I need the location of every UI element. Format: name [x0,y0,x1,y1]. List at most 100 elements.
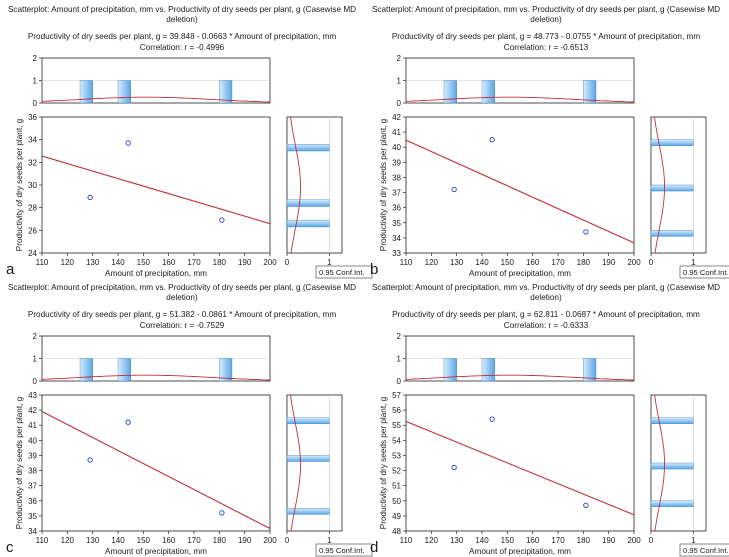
x-tick-label: 200 [627,258,641,267]
y-tick-label: 35 [28,512,37,521]
x-tick-label: 190 [238,258,252,267]
y-tick-label: 36 [392,204,401,213]
y-tick-label: 38 [392,173,401,182]
x-tick-label: 160 [526,536,540,545]
chart-panel-c: Scatterplot: Amount of precipitation, mm… [6,283,373,557]
x-tick-label: 110 [36,536,49,545]
x-tick-label: 150 [501,536,515,545]
side-histogram-bar [286,199,330,207]
y-axis-label: Productivity of dry seeds per plant, g [15,396,24,529]
y-tick-label: 37 [28,482,37,491]
y-tick-label: 48 [392,527,401,536]
x-tick-label: 150 [501,258,515,267]
x-axis-label: Amount of precipitation, mm [469,269,571,278]
x-tick-label: 130 [86,536,100,545]
top-histogram-tick-label: 1 [33,355,38,364]
x-tick-label: 140 [475,536,489,545]
y-tick-label: 52 [392,467,401,476]
data-point [489,416,495,422]
x-tick-label: 150 [137,258,151,267]
y-tick-label: 32 [28,158,37,167]
data-point [583,229,589,235]
top-histogram-bar [117,80,131,104]
panel-letter: a [6,261,15,278]
y-tick-label: 35 [392,219,401,228]
x-tick-label: 160 [162,536,176,545]
x-tick-label: 150 [137,536,151,545]
chart-panel-d: Scatterplot: Amount of precipitation, mm… [370,283,729,557]
data-point [219,217,225,223]
side-histogram-tick-label: 1 [691,536,696,545]
side-histogram-density-curve [290,116,301,254]
y-axis-label: Productivity of dry seeds per plant, g [15,118,24,251]
side-histogram-bar [650,500,694,508]
confidence-legend-label: 0.95 Conf.Int. [683,546,729,555]
y-tick-label: 39 [28,451,37,460]
top-histogram-bar [481,358,495,382]
side-histogram-bar [650,417,694,424]
x-tick-label: 120 [425,536,439,545]
y-tick-label: 57 [392,391,401,400]
x-tick-label: 110 [400,258,413,267]
chart-title-line-2: deletion) [166,293,198,302]
x-tick-label: 180 [577,258,591,267]
x-tick-label: 140 [111,536,125,545]
top-histogram-bar [219,358,233,382]
top-histogram-density-curve [41,374,271,381]
regression-equation: Productivity of dry seeds per plant, g =… [392,310,700,319]
y-tick-label: 40 [28,436,37,445]
top-histogram-tick-label: 1 [397,77,402,86]
confidence-legend-label: 0.95 Conf.Int. [683,268,729,277]
regression-line [42,155,270,225]
y-tick-label: 36 [28,497,37,506]
panel-letter: c [6,539,14,556]
top-histogram-tick-label: 0 [397,99,402,108]
top-histogram-tick-label: 2 [397,332,402,341]
x-tick-label: 170 [187,536,201,545]
x-tick-label: 110 [36,258,49,267]
top-histogram-bar [443,358,457,382]
y-tick-label: 42 [392,113,401,122]
x-axis-label: Amount of precipitation, mm [469,547,571,556]
chart-title-line-1: Scatterplot: Amount of precipitation, mm… [372,283,720,292]
side-histogram-bar [286,417,330,424]
x-tick-label: 180 [577,536,591,545]
y-tick-label: 50 [392,497,401,506]
x-tick-label: 130 [450,258,464,267]
y-tick-label: 39 [392,158,401,167]
x-axis-label: Amount of precipitation, mm [105,547,207,556]
y-tick-label: 41 [28,421,37,430]
scatter-plot-frame [41,116,271,254]
x-tick-label: 180 [213,536,227,545]
data-point [451,186,457,193]
panel-letter: d [370,539,378,556]
side-histogram-bar [286,455,330,462]
y-tick-label: 36 [28,113,37,122]
y-tick-label: 56 [392,406,401,415]
scatter-plot-frame [405,116,635,254]
confidence-legend-label: 0.95 Conf.Int. [319,546,365,555]
scatter-plot-frame [41,394,271,532]
y-tick-label: 40 [392,143,401,152]
y-tick-label: 34 [392,234,401,243]
data-point [219,510,225,516]
side-histogram-bar [650,230,694,237]
y-tick-label: 55 [392,421,401,430]
regression-line [406,420,634,516]
top-histogram-tick-label: 2 [397,54,402,63]
regression-equation: Productivity of dry seeds per plant, g =… [28,32,337,41]
x-tick-label: 120 [61,258,75,267]
side-histogram-tick-label: 0 [649,536,654,545]
x-tick-label: 170 [551,258,565,267]
y-tick-label: 41 [392,128,401,137]
confidence-legend-box [679,543,729,557]
x-tick-label: 120 [61,536,75,545]
x-tick-label: 140 [475,258,489,267]
x-tick-label: 130 [450,536,464,545]
chart-title-line-1: Scatterplot: Amount of precipitation, mm… [8,5,356,14]
y-tick-label: 34 [28,136,37,145]
panel-letter: b [370,261,378,278]
chart-panel-b: Scatterplot: Amount of precipitation, mm… [370,5,729,279]
y-axis-label: Productivity of dry seeds per plant, g [379,396,388,529]
x-tick-label: 190 [602,258,616,267]
